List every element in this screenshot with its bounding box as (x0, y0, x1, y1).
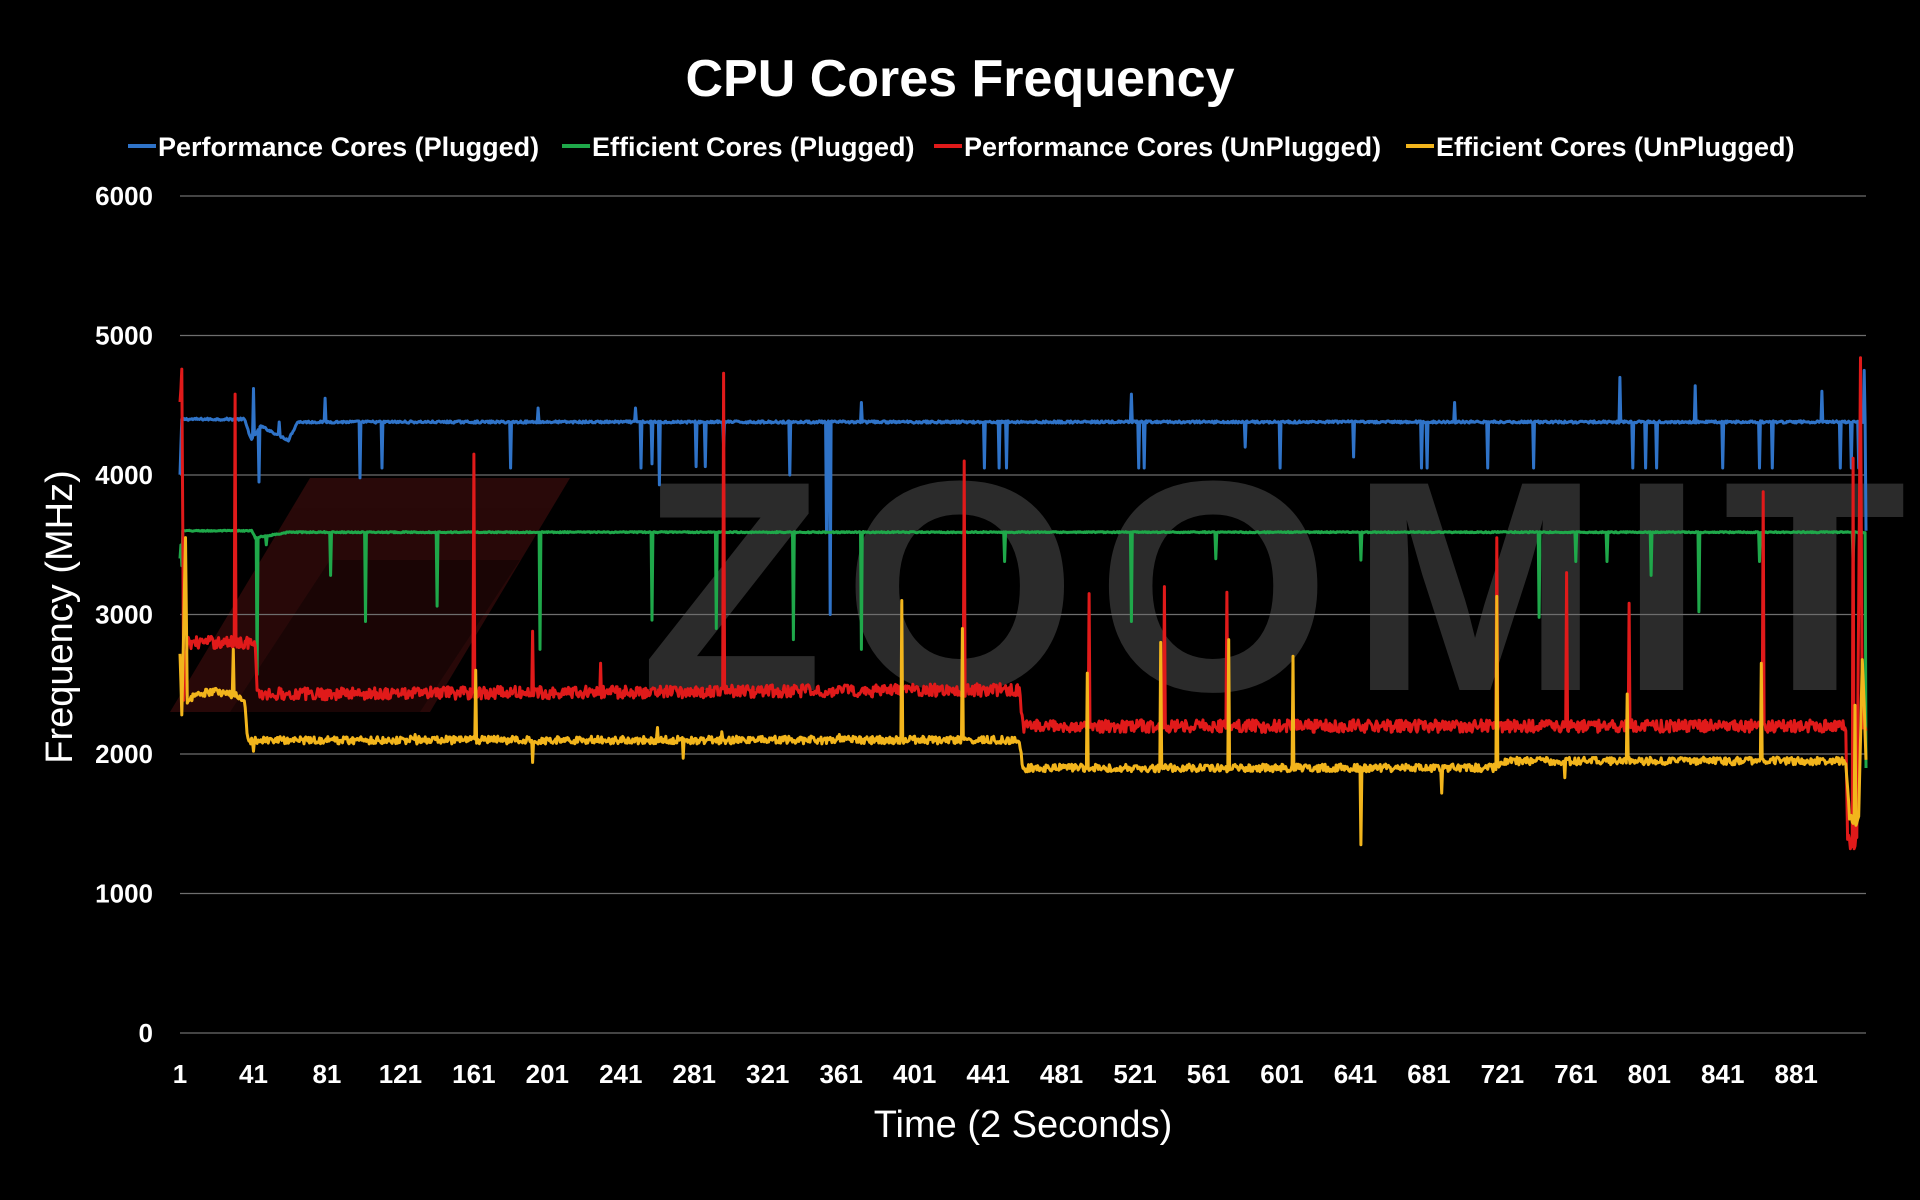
legend-label: Efficient Cores (Plugged) (592, 132, 915, 162)
gridlines (180, 195, 1866, 1034)
y-tick-label: 0 (139, 1018, 153, 1048)
legend-item: Efficient Cores (Plugged) (562, 132, 915, 162)
x-tick-label: 761 (1554, 1059, 1597, 1089)
series-line-3 (178, 536, 1868, 847)
x-tick-label: 641 (1334, 1059, 1377, 1089)
y-tick-label: 5000 (95, 321, 153, 351)
x-tick-label: 121 (379, 1059, 422, 1089)
x-tick-label: 721 (1481, 1059, 1524, 1089)
x-tick-label: 401 (893, 1059, 936, 1089)
x-tick-label: 801 (1628, 1059, 1671, 1089)
series-lines (178, 356, 1868, 851)
x-tick-label: 561 (1187, 1059, 1230, 1089)
x-axis-tick-labels: 1 41 81 121 161 201 241 281 321 361 401 441 481 521 56… (173, 1059, 1818, 1089)
x-tick-label: 1 (173, 1059, 187, 1089)
watermark-text: ZOOMIT (640, 418, 1920, 754)
x-tick-label: 41 (239, 1059, 268, 1089)
series-line-0 (178, 368, 1868, 616)
series-line-2 (178, 356, 1868, 851)
x-tick-label: 521 (1113, 1059, 1156, 1089)
x-tick-label: 321 (746, 1059, 789, 1089)
legend-item: Efficient Cores (UnPlugged) (1406, 132, 1795, 162)
x-tick-label: 201 (526, 1059, 569, 1089)
y-axis-title: Frequency (MHz) (39, 470, 81, 764)
chart-title: CPU Cores Frequency (685, 50, 1234, 108)
legend-label: Performance Cores (UnPlugged) (964, 132, 1381, 162)
y-tick-label: 2000 (95, 739, 153, 769)
watermark: ZOOMIT (170, 418, 1920, 754)
x-tick-label: 441 (966, 1059, 1009, 1089)
y-tick-label: 6000 (95, 181, 153, 211)
y-axis-tick-labels: 0 1000 2000 3000 4000 5000 6000 (95, 181, 153, 1048)
x-tick-label: 601 (1260, 1059, 1303, 1089)
legend-label: Efficient Cores (UnPlugged) (1436, 132, 1795, 162)
x-tick-label: 81 (312, 1059, 341, 1089)
x-tick-label: 481 (1040, 1059, 1083, 1089)
x-tick-label: 241 (599, 1059, 642, 1089)
legend-item: Performance Cores (UnPlugged) (934, 132, 1381, 162)
y-tick-label: 1000 (95, 879, 153, 909)
legend-label: Performance Cores (Plugged) (158, 132, 539, 162)
legend: Performance Cores (Plugged) Efficient Cor… (128, 132, 1795, 162)
y-tick-label: 4000 (95, 460, 153, 490)
x-tick-label: 281 (673, 1059, 716, 1089)
x-tick-label: 681 (1407, 1059, 1450, 1089)
x-tick-label: 361 (819, 1059, 862, 1089)
series-line-1 (178, 528, 1868, 769)
legend-item: Performance Cores (Plugged) (128, 132, 539, 162)
x-tick-label: 881 (1775, 1059, 1818, 1089)
x-axis-title: Time (2 Seconds) (874, 1104, 1172, 1146)
watermark-logo-mark (170, 478, 570, 712)
y-tick-label: 3000 (95, 600, 153, 630)
x-tick-label: 841 (1701, 1059, 1744, 1089)
x-tick-label: 161 (452, 1059, 495, 1089)
